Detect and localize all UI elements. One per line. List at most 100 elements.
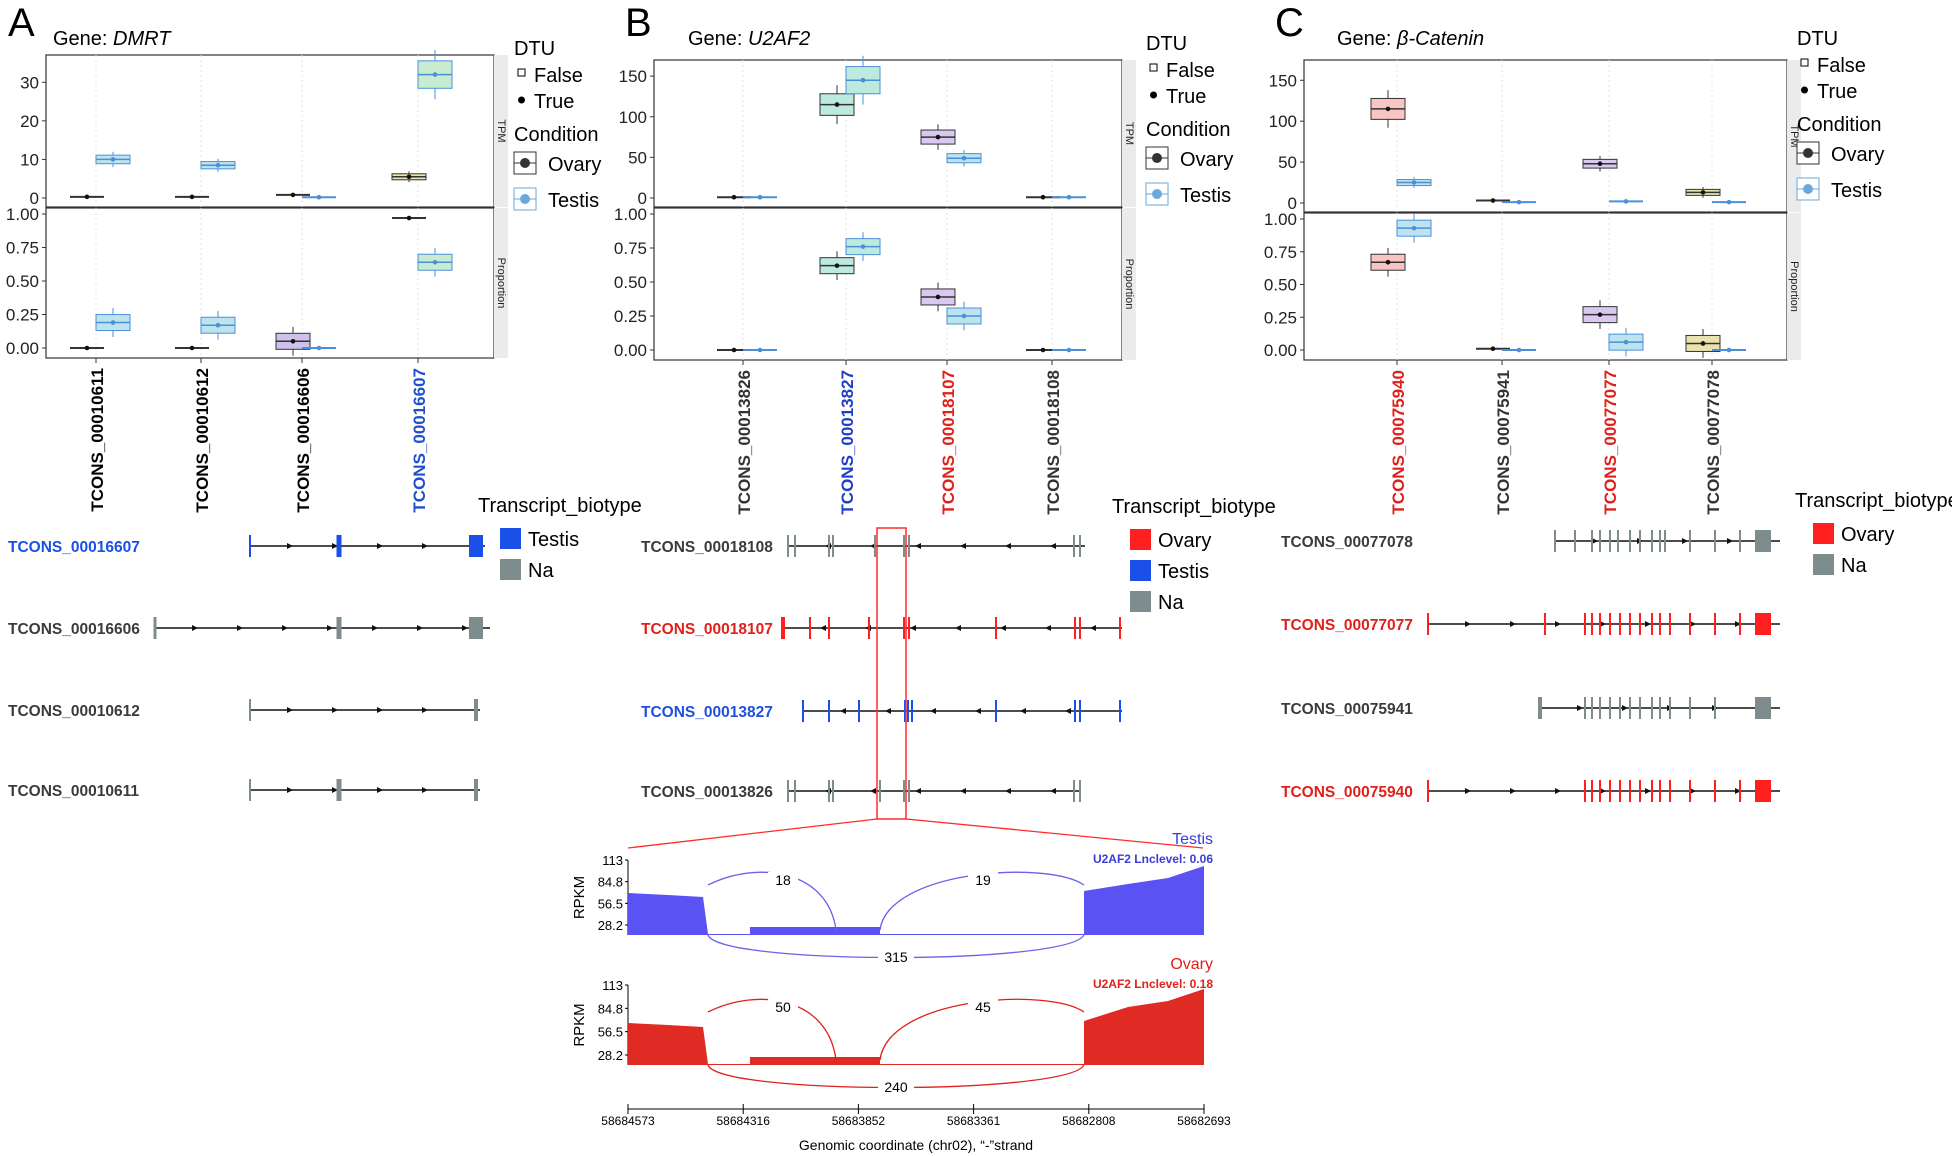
strand-arrow <box>377 543 383 549</box>
exon <box>249 779 251 801</box>
exon <box>1584 780 1586 802</box>
dtu-true-icon <box>518 96 525 104</box>
cond-testis-dot <box>1152 189 1162 199</box>
data-point <box>731 347 737 353</box>
exon <box>1651 780 1653 802</box>
transcript-label: TCONS_00016606 <box>8 621 140 638</box>
exon <box>903 535 905 557</box>
exon <box>336 617 342 639</box>
sashimi-xlabel: Genomic coordinate (chr02), “-”strand <box>799 1137 1033 1153</box>
data-point <box>1726 199 1732 205</box>
exon <box>1739 530 1741 552</box>
tpm-tick-label: 0 <box>638 189 647 208</box>
strand-arrow <box>1045 625 1051 631</box>
strand-arrow <box>462 625 468 631</box>
dtu-false-icon <box>517 68 526 77</box>
cond-ovary-label: Ovary <box>1180 149 1233 171</box>
x-tick-label: TCONS_00013826 <box>735 370 754 515</box>
exon <box>802 700 804 722</box>
cond-ovary-label: Ovary <box>1831 144 1884 166</box>
exon <box>1544 613 1546 635</box>
exon <box>1599 530 1601 552</box>
exon <box>911 700 913 722</box>
dtu-false-icon <box>1149 63 1158 72</box>
exon <box>1714 697 1716 719</box>
data-point <box>1411 180 1417 185</box>
exon <box>908 617 910 639</box>
dtu-true-icon <box>1150 91 1157 99</box>
prop-tick-label: 0.00 <box>6 339 39 358</box>
exon <box>908 780 910 802</box>
biotype-label-testis: Testis <box>528 529 579 551</box>
strip-proportion <box>494 208 508 358</box>
strand-arrow <box>885 708 891 714</box>
exon <box>1427 613 1429 635</box>
exon <box>1074 617 1076 639</box>
exon <box>903 617 905 639</box>
x-tick-label: TCONS_00016607 <box>410 368 429 513</box>
exon <box>1639 780 1641 802</box>
tpm-tick-label: 0 <box>1288 194 1297 213</box>
dtu-false-icon <box>1800 58 1809 67</box>
exon <box>1689 613 1691 635</box>
transcript-tracks-layer: Transcript_biotype Testis Na TCONS_00016607… <box>8 490 1952 849</box>
strand-arrow <box>1555 621 1561 627</box>
exon <box>787 535 789 557</box>
data-point <box>189 345 195 351</box>
x-tick-label: TCONS_00018108 <box>1044 370 1063 515</box>
exon <box>1073 535 1075 557</box>
strip-tpm <box>494 55 508 207</box>
transcript-label: TCONS_00010611 <box>8 783 139 800</box>
data-point <box>1516 347 1522 353</box>
junction-label-bg <box>878 1079 914 1095</box>
dtu-legend-title: DTU <box>514 38 555 60</box>
prop-tick-label: 0.75 <box>1264 243 1297 262</box>
exon <box>1079 780 1081 802</box>
strand-arrow <box>820 625 826 631</box>
strip-tpm <box>1787 60 1801 212</box>
exon <box>1659 613 1661 635</box>
condition-legend-title: Condition <box>514 124 599 146</box>
data-point <box>1411 225 1417 231</box>
strand-arrow <box>417 625 423 631</box>
panel-letter: A <box>8 1 35 45</box>
strand-arrow <box>1555 788 1561 794</box>
x-tick-label: TCONS_00077078 <box>1704 370 1723 515</box>
junction-count-b: 19 <box>975 872 991 888</box>
strand-arrow <box>840 708 846 714</box>
data-point <box>1385 106 1391 112</box>
exon <box>907 700 909 722</box>
exon <box>1619 697 1621 719</box>
strand-arrow <box>1727 538 1733 544</box>
condition-legend-title: Condition <box>1797 114 1882 136</box>
gene-name: DMRT <box>113 28 172 50</box>
strand-arrow <box>1577 705 1583 711</box>
strand-arrow <box>422 787 428 793</box>
data-point <box>1490 346 1496 351</box>
panel-letter: B <box>625 1 652 45</box>
transcript-label: TCONS_00016607 <box>8 539 140 556</box>
prop-tick-label: 0.00 <box>614 341 647 360</box>
exon <box>908 535 910 557</box>
exon <box>1619 780 1621 802</box>
strand-arrow <box>1645 788 1651 794</box>
data-point <box>1516 199 1522 205</box>
data-point <box>290 192 296 198</box>
strand-arrow <box>1735 788 1741 794</box>
tracks-A: Transcript_biotype Testis Na TCONS_00016607… <box>8 495 642 801</box>
tpm-plot-frame <box>1303 59 1788 213</box>
exon <box>1629 530 1631 552</box>
exon <box>1609 780 1611 802</box>
data-point <box>961 155 967 161</box>
x-tick-label: TCONS_00010611 <box>88 368 107 512</box>
exon <box>832 780 834 802</box>
data-point <box>432 72 438 77</box>
dtu-false-label: False <box>534 65 583 87</box>
biotype-label-ovary: Ovary <box>1158 530 1211 552</box>
strand-arrow <box>1600 621 1606 627</box>
strand-arrow <box>372 625 378 631</box>
data-point <box>731 194 737 200</box>
strand-arrow <box>955 625 961 631</box>
tpm-plot-frame <box>653 59 1123 208</box>
data-point <box>1066 194 1072 200</box>
